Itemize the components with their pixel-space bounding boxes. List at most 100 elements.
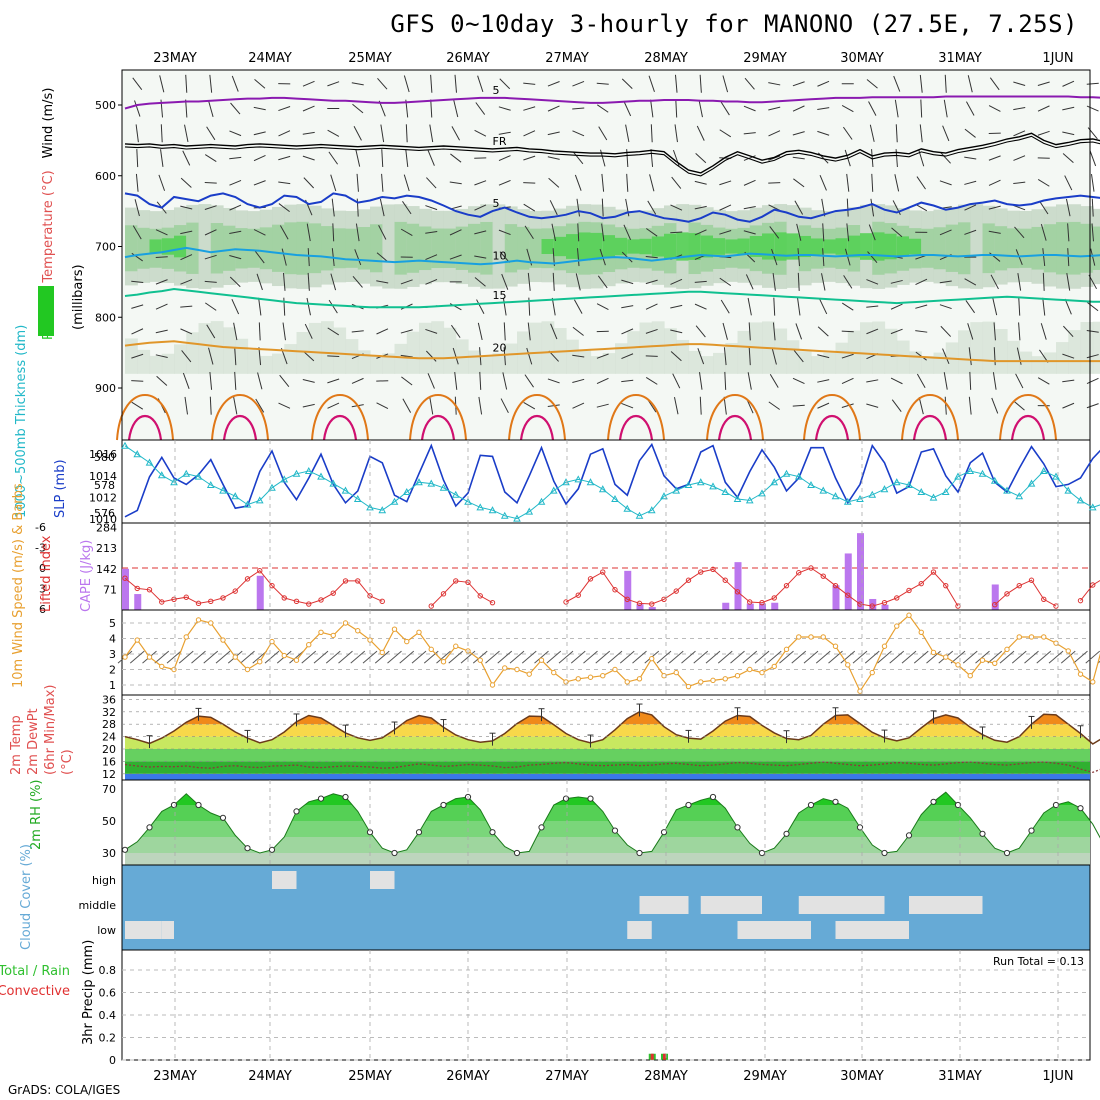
rh-cell (651, 321, 665, 374)
temp-tick-label: 32 (102, 706, 116, 719)
date-label-top: 1JUN (1042, 51, 1073, 66)
wind-barb (427, 373, 435, 389)
cloud-block (798, 896, 885, 914)
wind-barb (724, 371, 727, 390)
wind-speed-point (404, 638, 410, 645)
wind-speed-point (575, 676, 581, 682)
run-total-annotation: Run Total = 0.13 (993, 955, 1084, 968)
lifted-index-point (330, 590, 336, 596)
wind-speed-point (685, 683, 692, 690)
wind-barb (968, 347, 972, 366)
wind-barb (1039, 200, 1049, 215)
wind-barb (354, 249, 362, 266)
wind-barb (380, 124, 385, 143)
date-label-top: 30MAY (840, 51, 884, 66)
wind-barb (772, 272, 776, 291)
wind-speed-point (820, 634, 826, 640)
rh-cell (541, 238, 555, 255)
wind-speed-point (1065, 648, 1071, 654)
wind-barb (378, 224, 387, 240)
wind-barb (253, 131, 266, 136)
wind-barb (841, 104, 854, 113)
contour-label-10: 10 (493, 249, 507, 262)
cape-bar (746, 603, 754, 610)
precip-tick-label: 0.6 (99, 987, 117, 1000)
rh-cell (982, 321, 996, 374)
wind10m-barb (436, 650, 451, 664)
temperature-arc (420, 414, 456, 441)
thickness-marker (488, 506, 497, 514)
wind-barb (527, 322, 531, 341)
wind-barb (720, 101, 730, 116)
rh-cell (186, 332, 200, 374)
wind10m-barb (999, 650, 1015, 664)
wind-barb (699, 396, 702, 415)
thickness-marker (366, 503, 374, 511)
rh2m-point (881, 849, 888, 857)
lifted-index-point (244, 576, 251, 582)
rh-cell (737, 238, 751, 255)
thickness-marker (586, 478, 595, 486)
temperature-arc (618, 414, 654, 441)
wind-barb (160, 149, 164, 167)
wind-speed-point (881, 643, 888, 649)
thickness-marker (402, 487, 411, 495)
rh2m-point (146, 824, 153, 831)
wind-barb (919, 74, 923, 93)
wind-speed-point (453, 643, 459, 649)
wind-barb (793, 350, 804, 363)
thickness-marker (978, 469, 987, 477)
wind-barb (182, 150, 191, 166)
thickness-tick-label: 578 (94, 479, 115, 492)
wind-barb (672, 373, 681, 389)
thickness-marker (721, 487, 730, 495)
lifted-index-point (612, 587, 618, 593)
rh-cell (811, 238, 824, 255)
wind10m-barb (742, 650, 758, 664)
wind-barb (403, 75, 410, 93)
wind-barb (1013, 106, 1026, 111)
temp-tick-label: 20 (102, 743, 116, 756)
wind-barb (327, 327, 340, 336)
lifted-index-point (489, 599, 496, 606)
rh-cell (370, 224, 383, 273)
wind-barb (841, 302, 854, 311)
wind-barb (328, 299, 338, 314)
wind-barb (402, 201, 412, 215)
lifted-index-point (306, 601, 312, 607)
rh-cell (529, 322, 543, 374)
wind-barb (379, 198, 385, 217)
wind-barb (597, 275, 608, 289)
wind-barb (723, 347, 727, 366)
rh-cell (700, 235, 714, 258)
wind-barb (772, 322, 776, 341)
slp-line (124, 442, 1100, 518)
wind-speed-point (159, 663, 165, 670)
rh-cell (137, 227, 151, 269)
wind-barb (1013, 181, 1026, 185)
pressure-axis-label: (millibars) (71, 264, 86, 330)
lifted-index-point (220, 595, 226, 601)
rh-cell (357, 226, 371, 270)
wind-barb (234, 347, 237, 366)
thickness-marker (317, 472, 325, 480)
rh2m-point (954, 801, 962, 809)
wind-barb (819, 175, 827, 191)
wind-barb (1013, 400, 1025, 411)
wind-barb (647, 200, 657, 215)
lifted-index-point (1028, 577, 1035, 583)
warm-temperature-arcs (116, 394, 1057, 441)
wind-barb (719, 277, 731, 287)
thickness-marker (513, 514, 521, 522)
wind-barb (331, 198, 335, 217)
wind-barb (699, 372, 703, 390)
wind-barb (694, 280, 707, 283)
temperature-arc (912, 414, 948, 441)
wind-barb (846, 223, 850, 242)
wind-barb (405, 149, 409, 167)
rh-cell (161, 353, 175, 374)
wind-barb (944, 396, 947, 415)
wind-barb (327, 81, 340, 87)
lifted-index-point (845, 592, 851, 598)
wind-barb (429, 124, 434, 143)
